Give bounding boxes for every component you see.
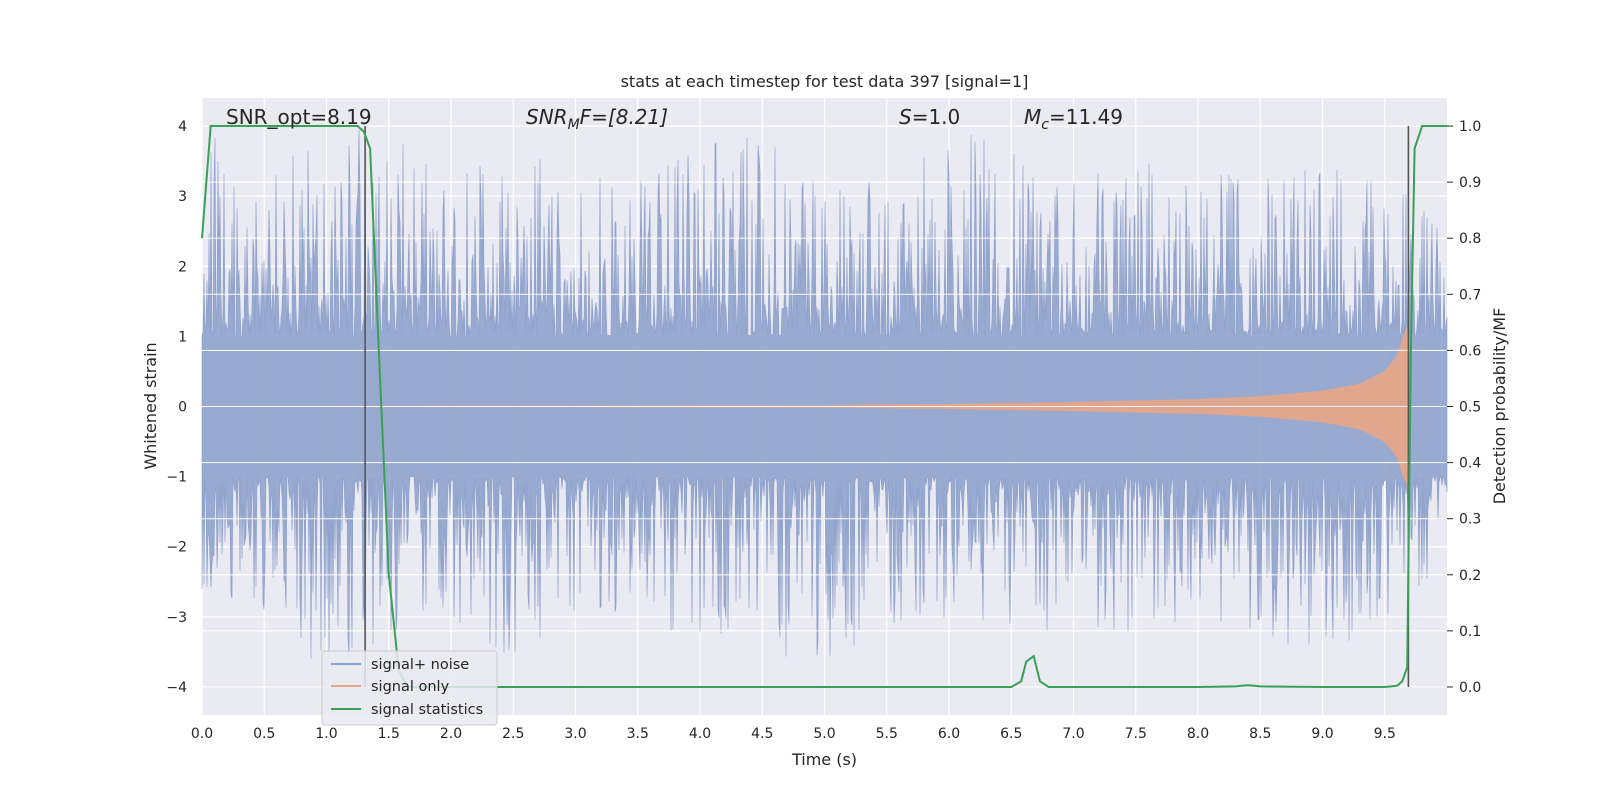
x-tick-label: 3.0	[564, 726, 586, 742]
y-right-tick-label: 0.2	[1459, 568, 1481, 584]
x-tick-label: 7.0	[1062, 726, 1084, 742]
y-tick-label: −4	[166, 680, 187, 696]
y-right-tick-label: 0.0	[1459, 680, 1481, 696]
x-tick-label: 4.5	[751, 726, 773, 742]
x-tick-label: 2.5	[502, 726, 524, 742]
x-tick-label: 0.0	[191, 726, 213, 742]
x-tick-label: 1.0	[315, 726, 337, 742]
x-tick-label: 5.0	[813, 726, 835, 742]
signal-noise-series	[201, 129, 1448, 659]
x-tick-label: 9.5	[1374, 726, 1396, 742]
legend-label-signal-statistics: signal statistics	[371, 702, 483, 718]
x-tick-label: 6.0	[938, 726, 960, 742]
y-right-tick-label: 0.5	[1459, 400, 1481, 416]
annotation-snr-mf: SNRMF=[8.21]	[526, 105, 668, 133]
x-tick-label: 8.0	[1187, 726, 1209, 742]
y-tick-label: 0	[178, 400, 187, 416]
axis-ticks: 0.0 0.5 1.0 1.5 2.0 2.5 3.0 3.5 4.0 4.5 5.0 5.5 6.0 6…	[166, 119, 1481, 742]
y-right-tick-label: 0.4	[1459, 456, 1481, 472]
y-right-tick-label: 0.1	[1459, 624, 1481, 640]
y-tick-label: 4	[178, 119, 187, 135]
y-tick-label: −3	[166, 610, 187, 626]
y-tick-label: 1	[178, 329, 187, 345]
x-tick-label: 4.0	[689, 726, 711, 742]
x-tick-label: 9.0	[1311, 726, 1333, 742]
x-tick-label: 5.5	[876, 726, 898, 742]
signal-statistics-series	[201, 125, 1447, 688]
x-axis-label: Time (s)	[791, 750, 857, 769]
x-tick-label: 6.5	[1000, 726, 1022, 742]
y-right-tick-label: 0.9	[1459, 175, 1481, 191]
y-right-tick-label: 0.6	[1459, 343, 1481, 359]
y-tick-label: 2	[178, 259, 187, 275]
y-axis-right-label: Detection probability/MF	[1490, 308, 1509, 505]
y-right-tick-label: 0.7	[1459, 287, 1481, 303]
y-right-tick-label: 0.8	[1459, 231, 1481, 247]
y-axis-label: Whitened strain	[141, 342, 160, 469]
signal-noise-trace	[201, 129, 1448, 659]
y-tick-label: −2	[166, 540, 187, 556]
y-right-tick-label: 0.3	[1459, 512, 1481, 528]
x-tick-label: 1.5	[378, 726, 400, 742]
x-tick-label: 2.0	[440, 726, 462, 742]
legend: signal+ noise signal only signal statist…	[321, 650, 498, 726]
annotation-snr-opt: SNR_opt=8.19	[226, 105, 372, 129]
x-tick-label: 8.5	[1249, 726, 1271, 742]
chart-title: stats at each timestep for test data 397…	[621, 72, 1029, 91]
signal-statistics-line	[201, 125, 1447, 688]
y-right-tick-label: 1.0	[1459, 119, 1481, 135]
legend-label-signal-only: signal only	[371, 679, 450, 695]
x-tick-label: 7.5	[1125, 726, 1147, 742]
x-tick-label: 0.5	[253, 726, 275, 742]
legend-box	[321, 650, 498, 726]
y-tick-label: −1	[166, 470, 187, 486]
annotation-s: S=1.0	[899, 105, 960, 129]
y-tick-label: 3	[178, 189, 187, 205]
x-tick-label: 3.5	[627, 726, 649, 742]
legend-label-signal-noise: signal+ noise	[371, 657, 469, 673]
annotation-mc: Mc=11.49	[1024, 105, 1123, 133]
